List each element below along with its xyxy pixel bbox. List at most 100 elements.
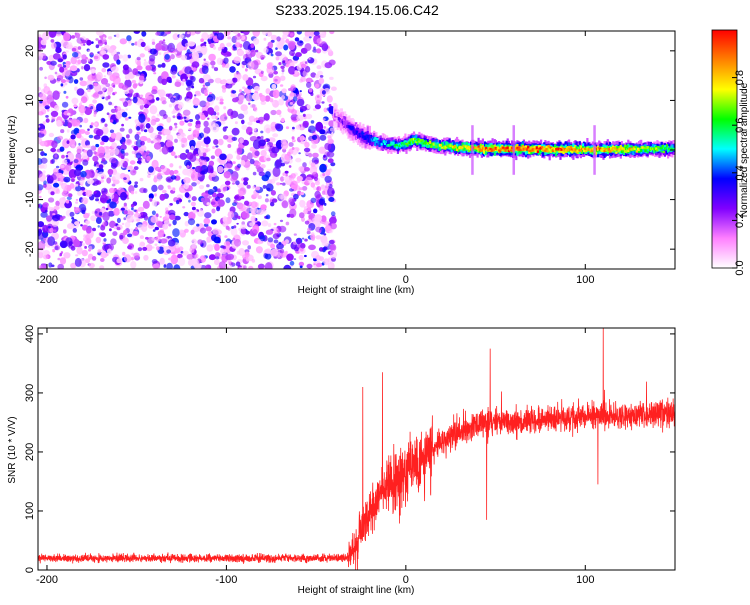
noise-blob xyxy=(267,237,274,243)
noise-blob xyxy=(135,152,142,159)
noise-blob xyxy=(134,133,140,141)
noise-blob xyxy=(303,147,311,153)
ridge-cell xyxy=(665,144,669,147)
noise-blob xyxy=(264,248,272,254)
noise-blob xyxy=(323,221,330,226)
noise-blob xyxy=(206,184,210,188)
noise-blob xyxy=(267,223,272,228)
noise-blob xyxy=(326,182,330,187)
noise-blob xyxy=(101,68,107,73)
noise-blob xyxy=(230,176,238,183)
noise-blob xyxy=(127,54,131,59)
noise-blob xyxy=(182,78,186,83)
noise-blob xyxy=(197,239,203,245)
noise-blob xyxy=(42,250,50,256)
noise-blob xyxy=(99,84,107,92)
noise-blob xyxy=(94,210,98,214)
ridge-cell xyxy=(627,149,630,153)
noise-blob xyxy=(206,239,211,243)
noise-blob xyxy=(265,194,269,197)
ridge-cell xyxy=(618,148,621,151)
noise-blob xyxy=(128,165,133,170)
noise-blob xyxy=(279,84,284,87)
spectrogram-y-tick-label: 0 xyxy=(24,147,36,153)
noise-blob xyxy=(96,31,104,36)
noise-blob xyxy=(275,56,280,61)
noise-blob xyxy=(186,164,190,168)
spectrogram-y-tick-label: -10 xyxy=(24,192,36,208)
noise-blob xyxy=(143,104,150,109)
noise-blob xyxy=(92,92,100,99)
noise-blob xyxy=(123,101,128,108)
noise-blob xyxy=(123,254,132,263)
noise-blob xyxy=(172,127,177,131)
noise-blob xyxy=(207,97,211,101)
noise-blob xyxy=(229,66,236,73)
noise-blob xyxy=(239,137,244,144)
noise-blob xyxy=(142,246,148,251)
noise-blob xyxy=(43,180,47,185)
noise-blob xyxy=(133,145,139,151)
noise-blob xyxy=(265,214,271,220)
noise-blob xyxy=(144,216,149,219)
noise-blob xyxy=(214,243,220,251)
noise-blob xyxy=(219,98,224,102)
ridge-cell xyxy=(582,148,585,150)
noise-blob xyxy=(177,253,183,259)
noise-blob xyxy=(319,129,326,135)
noise-blob xyxy=(61,154,65,159)
noise-blob xyxy=(75,183,79,187)
noise-blob xyxy=(116,106,122,112)
noise-blob xyxy=(139,124,145,130)
noise-blob xyxy=(66,129,70,133)
noise-blob xyxy=(44,209,48,213)
noise-blob xyxy=(299,135,305,142)
noise-blob xyxy=(235,261,241,267)
noise-blob xyxy=(329,76,334,80)
noise-blob xyxy=(104,41,107,45)
noise-blob xyxy=(303,208,308,215)
noise-blob xyxy=(291,147,295,150)
noise-blob xyxy=(161,145,169,155)
noise-blob xyxy=(296,31,302,35)
noise-blob xyxy=(279,114,282,118)
noise-blob xyxy=(222,87,226,93)
noise-blob xyxy=(167,42,176,53)
noise-blob xyxy=(60,83,64,87)
noise-blob xyxy=(296,64,302,71)
noise-blob xyxy=(149,48,157,55)
noise-blob xyxy=(252,31,260,37)
noise-blob xyxy=(215,96,219,101)
noise-blob xyxy=(70,56,77,65)
ridge-cell xyxy=(415,141,418,144)
noise-blob xyxy=(83,43,86,46)
ridge-cell xyxy=(344,122,347,126)
ridge-cell xyxy=(655,147,658,150)
noise-blob xyxy=(260,130,264,134)
noise-blob xyxy=(270,243,276,249)
noise-blob xyxy=(289,62,296,67)
noise-blob xyxy=(173,122,178,126)
noise-blob xyxy=(295,52,302,58)
noise-blob xyxy=(38,221,45,228)
noise-blob xyxy=(71,178,75,183)
noise-blob xyxy=(196,180,201,185)
noise-blob xyxy=(62,215,66,219)
noise-blob xyxy=(54,154,58,158)
noise-blob xyxy=(171,110,176,115)
ridge-cell xyxy=(454,145,458,149)
noise-blob xyxy=(293,186,296,190)
noise-blob xyxy=(161,44,169,52)
ridge-cell xyxy=(410,138,413,141)
ridge-cell xyxy=(556,147,559,151)
noise-blob xyxy=(54,71,58,75)
noise-blob xyxy=(131,207,134,211)
noise-blob xyxy=(84,131,90,135)
noise-blob xyxy=(120,144,127,151)
noise-blob xyxy=(311,80,314,82)
noise-blob xyxy=(103,75,107,78)
noise-blob xyxy=(270,201,275,207)
noise-blob xyxy=(200,38,204,42)
snr-frame xyxy=(37,327,676,571)
